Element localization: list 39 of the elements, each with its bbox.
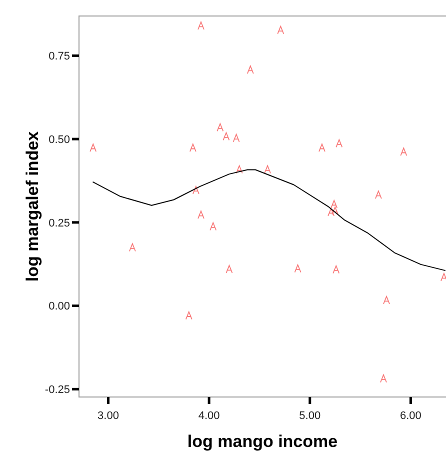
x-tick-label: 5.00 bbox=[299, 410, 321, 422]
point bbox=[210, 222, 217, 231]
point bbox=[246, 66, 254, 74]
point bbox=[328, 208, 335, 216]
point bbox=[294, 264, 302, 273]
point bbox=[330, 200, 338, 208]
point bbox=[90, 144, 97, 152]
y-tick-label: 0.25 bbox=[48, 217, 70, 230]
point bbox=[332, 206, 339, 216]
line-series bbox=[92, 169, 446, 271]
x-axis-title: log mango income bbox=[187, 432, 338, 451]
x-tick-label: 6.00 bbox=[400, 410, 422, 422]
point bbox=[198, 22, 204, 30]
y-tick-label: 0.00 bbox=[48, 300, 70, 313]
point bbox=[216, 123, 224, 132]
y-tick-label: 0.50 bbox=[48, 134, 70, 146]
point bbox=[374, 190, 382, 200]
point bbox=[198, 210, 204, 220]
point bbox=[264, 165, 271, 174]
point bbox=[277, 26, 284, 34]
x-tick-label: 4.00 bbox=[198, 410, 220, 422]
point bbox=[236, 165, 243, 174]
point bbox=[383, 296, 390, 304]
point bbox=[380, 374, 387, 383]
point bbox=[128, 243, 136, 252]
y-axis-title: log margalef index bbox=[23, 130, 42, 282]
point bbox=[192, 186, 200, 194]
point bbox=[400, 148, 408, 156]
point bbox=[185, 311, 192, 320]
point bbox=[226, 264, 233, 274]
x-tick-label: 3.00 bbox=[98, 410, 119, 422]
point bbox=[232, 134, 240, 142]
y-tick-label: 0.75 bbox=[48, 50, 70, 63]
point bbox=[318, 144, 326, 152]
point bbox=[189, 144, 196, 152]
point bbox=[332, 265, 340, 274]
y-tick-label: -0.25 bbox=[44, 384, 70, 396]
point bbox=[336, 139, 343, 148]
point bbox=[222, 132, 230, 141]
